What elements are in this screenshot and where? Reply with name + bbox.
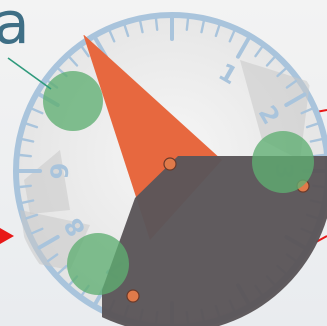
left-arrow-icon — [0, 228, 14, 244]
marker-near-3 — [252, 131, 314, 193]
minor-tick — [156, 19, 157, 30]
marker-near-9 — [43, 71, 103, 131]
minor-tick — [20, 155, 31, 156]
minor-tick — [187, 19, 188, 30]
bolt-bottom — [127, 290, 139, 302]
dial-numeral-9: 9 — [46, 163, 74, 180]
bolt-top — [164, 158, 176, 170]
callout-line — [8, 58, 51, 89]
minor-tick — [20, 186, 31, 187]
marker-near-7 — [67, 233, 129, 295]
corner-label: a — [0, 0, 30, 52]
